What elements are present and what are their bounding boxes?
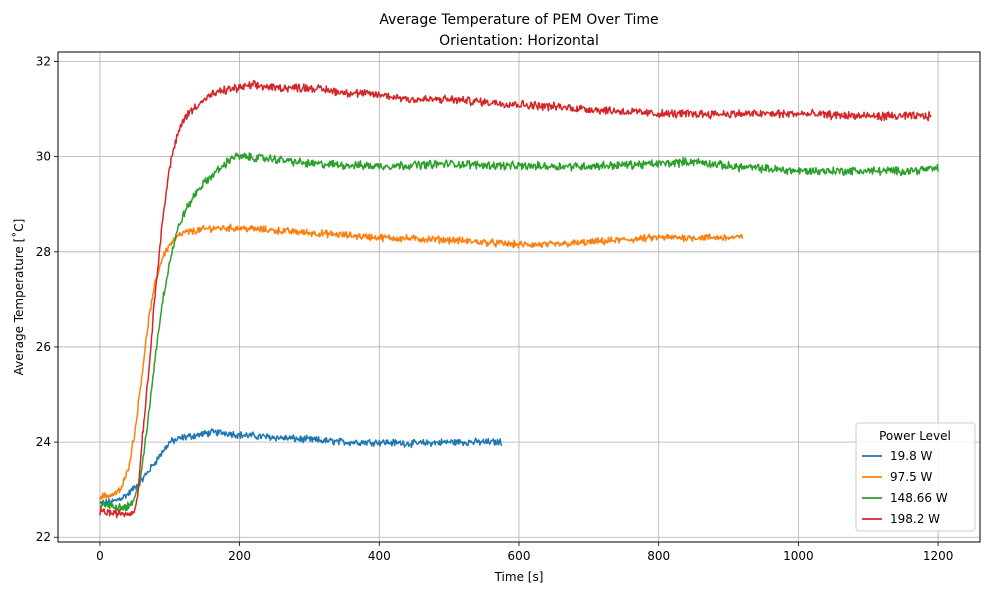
x-tick-label: 600 bbox=[508, 549, 531, 563]
y-tick-label: 28 bbox=[36, 245, 51, 259]
legend-label: 198.2 W bbox=[890, 512, 940, 526]
plot-frame bbox=[57, 51, 981, 543]
y-tick-label: 22 bbox=[36, 530, 51, 544]
series-line-1 bbox=[99, 428, 503, 506]
legend-box bbox=[855, 422, 976, 532]
y-tick-label: 32 bbox=[36, 55, 51, 69]
x-tick-label: 1000 bbox=[783, 549, 814, 563]
x-tick-label: 0 bbox=[96, 549, 104, 563]
x-tick-label: 200 bbox=[228, 549, 251, 563]
y-tick-label: 24 bbox=[36, 435, 51, 449]
y-tick-label: 26 bbox=[36, 340, 51, 354]
legend-label: 97.5 W bbox=[890, 470, 933, 484]
grid bbox=[58, 52, 980, 542]
chart-subtitle: Orientation: Horizontal bbox=[439, 33, 599, 49]
series-line-4 bbox=[99, 79, 932, 519]
x-tick-label: 400 bbox=[368, 549, 391, 563]
series-group bbox=[99, 79, 939, 519]
legend-label: 148.66 W bbox=[890, 491, 948, 505]
legend-items: 19.8 W 97.5 W 148.66 W 198.2 W bbox=[862, 449, 948, 526]
legend-title: Power Level bbox=[879, 429, 951, 443]
legend: Power Level 19.8 W 97.5 W 148.66 W 198.2 W bbox=[855, 422, 976, 532]
y-tick-label: 30 bbox=[36, 150, 51, 164]
y-axis-label: Average Temperature [˚C] bbox=[11, 219, 26, 376]
x-tick-label: 1200 bbox=[923, 549, 954, 563]
ticks: 0 200 400 600 800 1000 1200 22 24 26 28 30 32 bbox=[36, 55, 954, 563]
series-line-2 bbox=[99, 223, 744, 501]
chart-title: Average Temperature of PEM Over Time bbox=[379, 12, 658, 28]
x-axis-label: Time [s] bbox=[494, 570, 544, 584]
x-tick-label: 800 bbox=[647, 549, 670, 563]
series-line-3 bbox=[99, 152, 939, 512]
legend-label: 19.8 W bbox=[890, 449, 933, 463]
